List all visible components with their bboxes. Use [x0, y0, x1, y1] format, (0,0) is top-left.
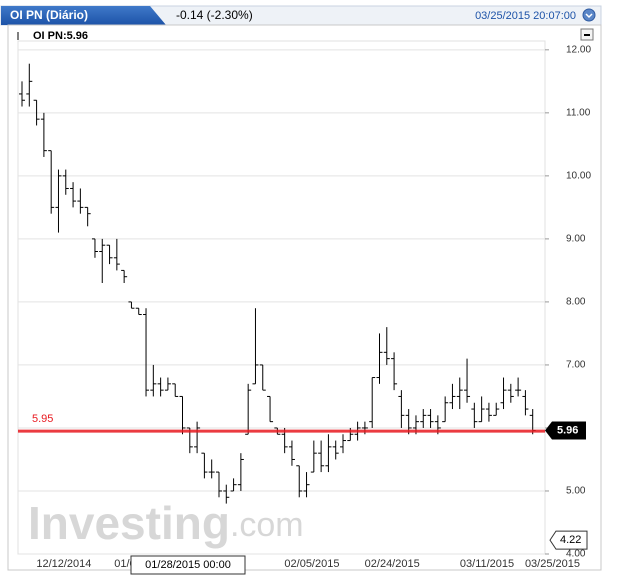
- low-marker-box: [549, 530, 588, 550]
- plot-area: [17, 40, 546, 555]
- crosshair-box: [130, 555, 246, 575]
- y-tick-label: 8.00: [566, 297, 586, 308]
- reference-label: 5.95: [32, 413, 53, 425]
- overlay: 5.95 5.96 4.22 01/28/2015 00:00: [18, 413, 588, 575]
- x-tick-label: 03/11/2015: [460, 558, 514, 570]
- x-tick-label: 02/05/2015: [284, 558, 339, 570]
- watermark: Investing.com: [28, 497, 304, 549]
- y-tick-label: 9.00: [566, 234, 586, 245]
- watermark-suffix: .com: [230, 506, 304, 544]
- collapse-button[interactable]: [582, 8, 596, 22]
- legend-label: OI PN:5.96: [33, 30, 88, 42]
- price-change: -0.14 (-2.30%): [176, 8, 253, 22]
- title-tab: [1, 6, 166, 25]
- collapse-icon: [585, 13, 593, 19]
- y-tick-label: 12.00: [566, 44, 591, 55]
- x-tick-label: 12/12/2014: [36, 558, 91, 570]
- chart-title: OI PN (Diário): [10, 8, 88, 22]
- watermark-main: Investing: [28, 497, 230, 549]
- y-tick-label: 10.00: [566, 171, 591, 182]
- last-price-box: [545, 421, 586, 440]
- timestamp: 03/25/2015 20:07:00: [475, 10, 576, 22]
- y-tick-label: 4.00: [566, 549, 586, 560]
- crosshair-label: 01/28/2015 00:00: [145, 559, 231, 571]
- x-tick-label: 02/24/2015: [365, 558, 420, 570]
- grid: 4.005.006.007.008.009.0010.0011.0012.001…: [18, 44, 591, 570]
- last-price-label: 5.96: [557, 424, 578, 436]
- y-tick-label: 7.00: [566, 360, 586, 371]
- marks: [19, 63, 536, 504]
- low-marker-label: 4.22: [560, 534, 581, 546]
- y-tick-label: 11.00: [566, 107, 591, 118]
- y-tick-label: 5.00: [566, 486, 586, 497]
- x-tick-label: 03/25/2015: [525, 558, 580, 570]
